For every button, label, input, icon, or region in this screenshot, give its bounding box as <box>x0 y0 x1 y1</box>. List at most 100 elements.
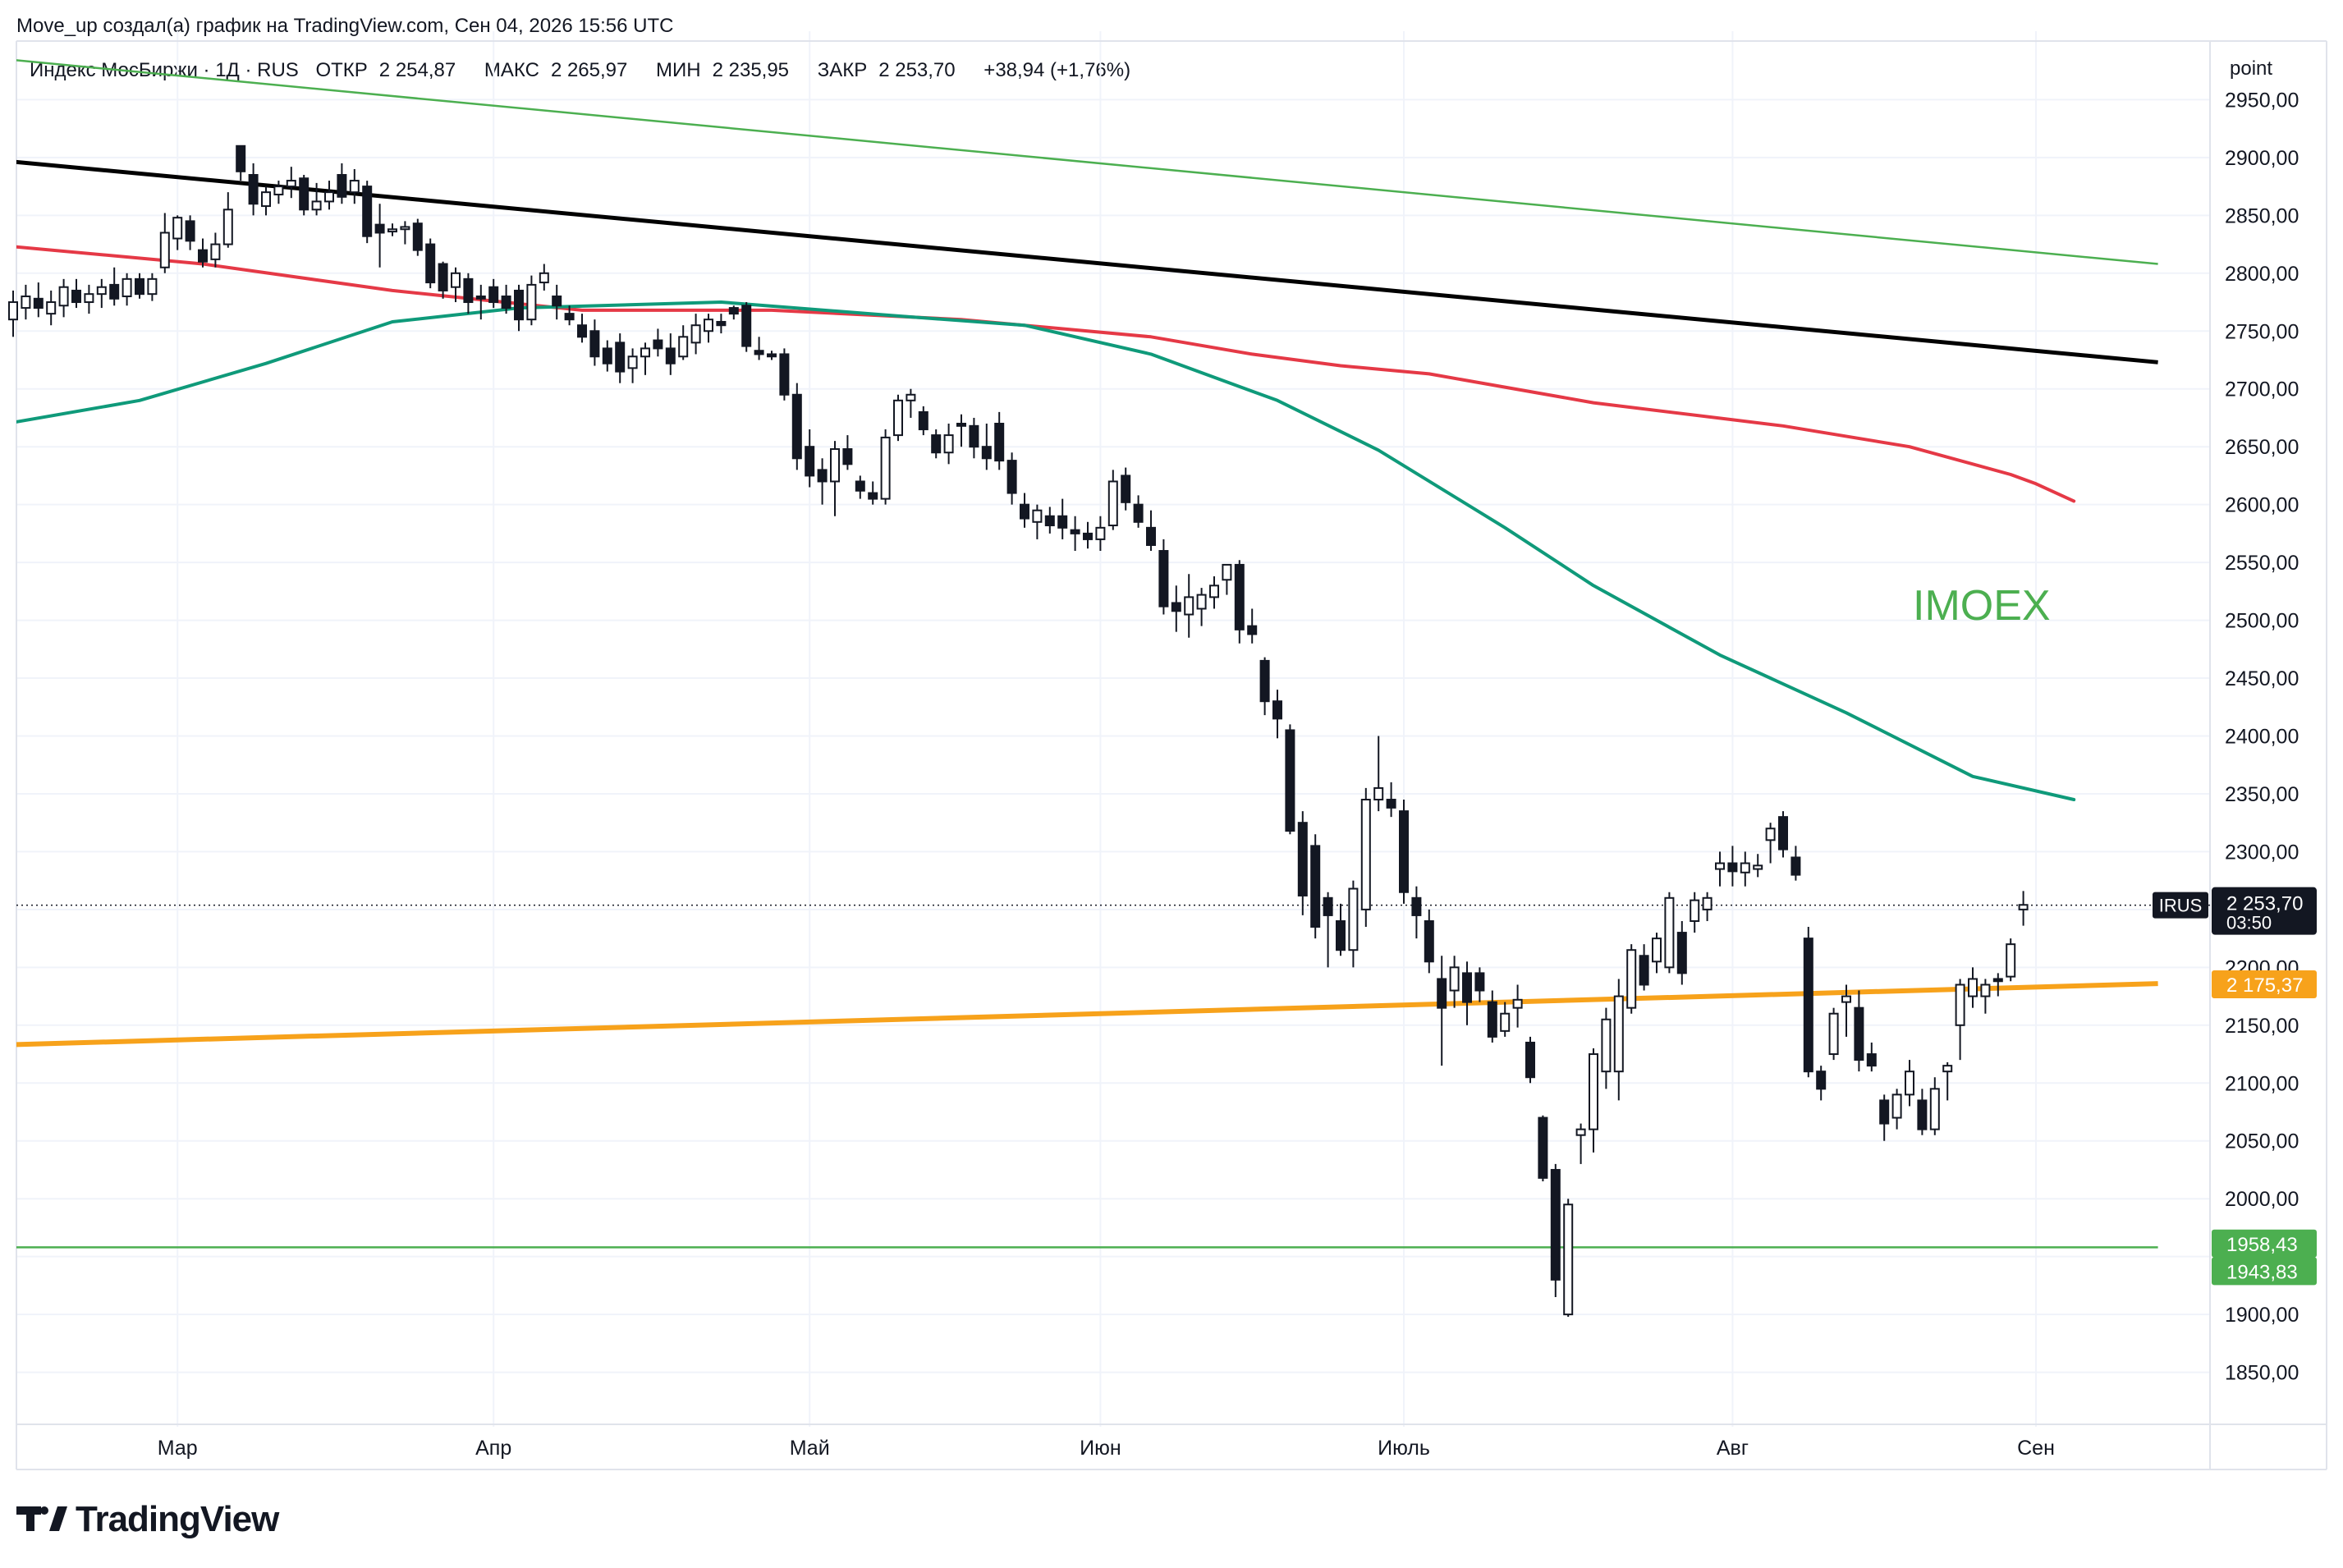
candle-body <box>665 347 676 364</box>
candle <box>248 163 259 216</box>
support-price-tag <box>2212 1229 2317 1258</box>
candle-body <box>222 209 233 245</box>
candle-body <box>501 295 511 309</box>
candle <box>1676 920 1687 985</box>
candle-body <box>286 180 296 188</box>
tradingview-logo-text: TradingView <box>76 1499 279 1539</box>
time-tick-label: Июль <box>1378 1437 1430 1460</box>
candle-body <box>1854 1006 1864 1061</box>
candle-body <box>1462 972 1472 1003</box>
candle-body <box>1474 972 1485 992</box>
candle-body <box>1753 864 1763 870</box>
candle-body <box>1310 845 1321 928</box>
candle <box>1399 800 1409 904</box>
candle-body <box>1740 862 1750 873</box>
symbol-name[interactable]: Индекс МосБиржи · 1Д · RUS <box>30 59 299 81</box>
candle-body <box>1285 729 1295 832</box>
candle <box>261 186 271 216</box>
candle-body <box>1715 862 1725 870</box>
candle-body <box>8 301 18 321</box>
candle-body <box>1652 938 1662 963</box>
candle <box>451 267 461 303</box>
candle <box>1323 892 1333 968</box>
candle-body <box>488 286 499 304</box>
candle-body <box>1803 938 1813 1073</box>
candle-body <box>1727 862 1738 873</box>
candle-body <box>1778 816 1788 850</box>
candle <box>1386 782 1396 818</box>
candle <box>488 278 499 309</box>
price-change: +38,94 (+1,76%) <box>984 59 1131 81</box>
candle-body <box>1601 1018 1612 1073</box>
candle-body <box>1032 509 1043 523</box>
candle <box>273 181 284 204</box>
candle-body <box>855 480 865 492</box>
candle-body <box>1891 1093 1902 1119</box>
candle <box>728 305 739 320</box>
candle <box>1929 1077 1940 1135</box>
candle <box>324 181 334 210</box>
candle <box>779 348 790 401</box>
candle-body <box>2006 943 2016 978</box>
candle-body <box>690 324 701 344</box>
candle <box>1866 1042 1877 1072</box>
candle <box>1879 1094 1890 1141</box>
candle-body <box>1841 995 1851 1003</box>
candle-body <box>577 324 587 338</box>
candle-body <box>109 283 120 300</box>
candle <box>842 435 853 470</box>
time-tick-label: Апр <box>475 1437 511 1460</box>
candle-body <box>1348 887 1359 951</box>
orange-line-price-tag <box>2212 970 2317 999</box>
candle <box>172 215 183 250</box>
candle <box>1690 892 1700 933</box>
candle-body <box>122 277 132 297</box>
candle <box>1424 909 1434 974</box>
candle <box>1462 961 1472 1025</box>
candle <box>311 182 322 216</box>
candle-body <box>653 339 663 350</box>
candle-body <box>248 174 259 205</box>
trend-line <box>16 59 2158 265</box>
candle <box>135 273 144 299</box>
candle-body <box>210 243 221 260</box>
candle-body <box>2018 904 2029 910</box>
price-tick-label: 2300,00 <box>2225 841 2299 864</box>
candle-body <box>1550 1168 1561 1281</box>
candle <box>552 284 562 320</box>
candle <box>147 273 158 301</box>
time-axis-labels: Мар Апр Май Июн Июль Авг Сен <box>158 1437 2055 1460</box>
candle-body <box>425 243 436 284</box>
candle <box>602 340 612 372</box>
candle <box>71 278 81 309</box>
price-unit-label[interactable]: point <box>2230 57 2273 80</box>
candle-body <box>1424 919 1434 963</box>
candle <box>1474 967 1485 1002</box>
candle-body <box>627 355 638 369</box>
candle <box>1449 956 1460 1008</box>
candle-body <box>1992 978 2003 983</box>
candle-body <box>767 353 777 358</box>
candle <box>1917 1089 1928 1135</box>
candle <box>58 278 69 318</box>
candle-body <box>526 283 537 321</box>
candle <box>1373 736 1384 812</box>
candle-body <box>1512 998 1523 1009</box>
candle <box>704 314 713 343</box>
candle <box>690 314 701 355</box>
candle <box>1613 979 1624 1101</box>
candle-body <box>337 174 347 198</box>
candle-body <box>1525 1041 1535 1079</box>
support-price-tag-value: 1958,43 <box>2226 1234 2298 1256</box>
candle <box>868 481 878 505</box>
candle-body <box>1411 896 1422 916</box>
candle-body <box>817 469 828 483</box>
candle <box>21 284 31 320</box>
candle-body <box>261 191 271 208</box>
candle <box>412 218 423 256</box>
candle-body <box>374 223 385 234</box>
candle-body <box>324 191 334 203</box>
time-tick-label: Сен <box>2017 1437 2055 1460</box>
